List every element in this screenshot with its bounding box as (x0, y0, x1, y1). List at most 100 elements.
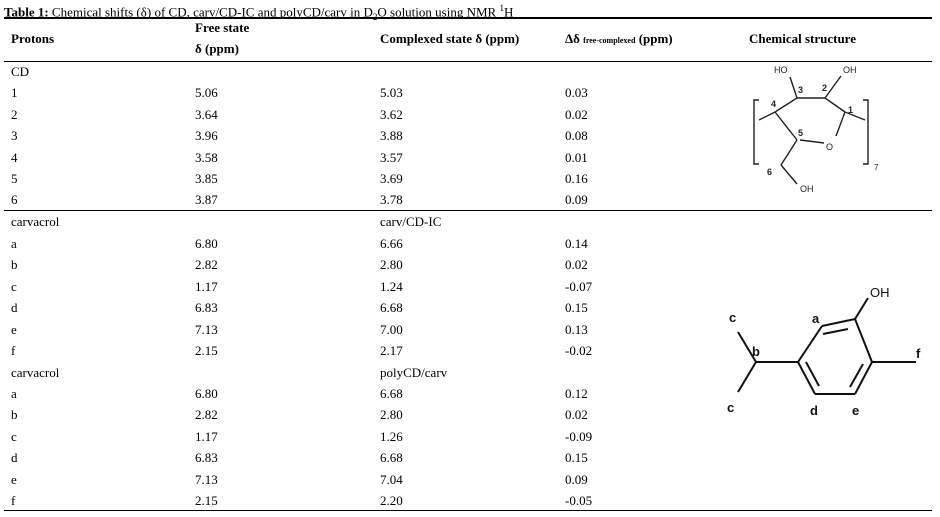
table-row-delta: 0.13 (565, 322, 588, 337)
table-row-free: 2.82 (195, 257, 218, 272)
top-rule (4, 17, 932, 19)
table-row-delta: 0.08 (565, 128, 588, 143)
table-row-proton: e (11, 472, 17, 487)
table-row-free: 2.82 (195, 407, 218, 422)
table-row-complexed: 1.26 (380, 429, 403, 444)
header-delta: Δδ free-complexed (ppm) (565, 30, 673, 50)
caption-text-a: Chemical shifts (δ) of CD, carv/CD-IC an… (48, 4, 373, 20)
table-row-free: 3.96 (195, 128, 218, 143)
table-row-delta: -0.07 (565, 279, 593, 294)
header-protons: Protons (11, 31, 55, 46)
table-row-free: 6.83 (195, 450, 218, 465)
header-rule (4, 61, 932, 62)
cd-carbon-5: 5 (798, 128, 803, 138)
caption-label: Table 1: (4, 4, 49, 20)
carvacrol-label-d: d (810, 403, 818, 418)
table-row-free: 3.64 (195, 107, 218, 122)
cd-carbon-2: 2 (822, 83, 827, 93)
table-row-delta: -0.05 (565, 493, 593, 508)
cd-ho-label: HO (774, 65, 788, 75)
cyclodextrin-structure: HO OH O OH 7 1 2 3 4 5 6 (753, 65, 879, 194)
table-row-delta: 0.09 (565, 192, 588, 207)
table-row-proton: c (11, 279, 17, 294)
table-row-complexed: 2.20 (380, 493, 403, 508)
table-row-proton: f (11, 493, 16, 508)
cd-oh-top-label: OH (843, 65, 857, 75)
bottom-rule (4, 510, 932, 511)
header-delta-sub: free-complexed (583, 36, 636, 45)
table-row-proton: a (11, 386, 17, 401)
table-row-proton: 4 (11, 150, 18, 165)
table-row-free: 1.17 (195, 279, 218, 294)
table-row-free: 3.58 (195, 150, 218, 165)
table-row-complexed: 3.69 (380, 171, 403, 186)
table-row-free: 6.83 (195, 300, 218, 315)
table-row-complexed: 7.04 (380, 472, 403, 487)
header-complexed: Complexed state δ (ppm) (380, 31, 520, 46)
table-row-complexed: 6.66 (380, 236, 403, 251)
carvacrol-label-c-bottom: c (727, 400, 734, 415)
header-delta-suffix: (ppm) (638, 31, 673, 46)
table-row-complexed: 6.68 (380, 450, 403, 465)
table-row-delta: 0.12 (565, 386, 588, 401)
table-row-delta: -0.02 (565, 343, 593, 358)
table-row-complexed: 6.68 (380, 386, 403, 401)
table-row-delta: -0.09 (565, 429, 593, 444)
section-name: CD (11, 64, 30, 79)
caption-sub: 2 (373, 12, 378, 22)
carvacrol-oh-label: OH (870, 285, 890, 300)
header-delta-prefix: Δδ (565, 31, 580, 46)
carvacrol-label-e: e (852, 403, 859, 418)
section-rule (4, 210, 932, 211)
cd-carbon-3: 3 (798, 85, 803, 95)
table-row-complexed: 3.78 (380, 192, 403, 207)
section-name: carvacrol (11, 214, 60, 229)
section-complexed-name: carv/CD-IC (380, 214, 442, 229)
table-row-proton: f (11, 343, 16, 358)
cd-carbon-4: 4 (771, 99, 776, 109)
table-row-free: 3.87 (195, 192, 218, 207)
table-row-complexed: 5.03 (380, 85, 403, 100)
table-row-delta: 0.09 (565, 472, 588, 487)
table-row-proton: b (11, 407, 18, 422)
carvacrol-label-c-top: c (729, 310, 736, 325)
carvacrol-label-f: f (916, 346, 921, 361)
table-row-delta: 0.02 (565, 407, 588, 422)
table-row-complexed: 7.00 (380, 322, 403, 337)
table-row-proton: 3 (11, 128, 18, 143)
table-row-free: 2.15 (195, 493, 218, 508)
cd-ring-oxygen-label: O (826, 142, 833, 152)
table-row-proton: 2 (11, 107, 18, 122)
carvacrol-label-a: a (812, 311, 820, 326)
table-row-delta: 0.16 (565, 171, 588, 186)
cd-carbon-1: 1 (848, 105, 853, 115)
table-row-free: 3.85 (195, 171, 218, 186)
table-row-delta: 0.02 (565, 107, 588, 122)
table-row-delta: 0.14 (565, 236, 588, 251)
table-row-proton: d (11, 300, 18, 315)
table-row-proton: a (11, 236, 17, 251)
table-row-complexed: 2.80 (380, 257, 403, 272)
table-row-free: 1.17 (195, 429, 218, 444)
table-row-proton: c (11, 429, 17, 444)
table-row-complexed: 2.17 (380, 343, 403, 358)
section-name: carvacrol (11, 365, 60, 380)
table-row-complexed: 6.68 (380, 300, 403, 315)
header-free-line2: δ (ppm) (195, 41, 239, 56)
table-caption: Table 1: Chemical shifts (δ) of CD, carv… (4, 0, 513, 25)
header-free-line1: Free state (195, 20, 250, 35)
table-row-delta: 0.01 (565, 150, 588, 165)
header-structure: Chemical structure (749, 31, 856, 46)
table-row-delta: 0.02 (565, 257, 588, 272)
cd-repeat-label: 7 (874, 163, 879, 172)
table-row-proton: 1 (11, 85, 18, 100)
table-row-delta: 0.15 (565, 300, 588, 315)
table-row-proton: 5 (11, 171, 18, 186)
table-row-proton: b (11, 257, 18, 272)
carvacrol-label-b: b (752, 344, 760, 359)
table-row-delta: 0.15 (565, 450, 588, 465)
table-row-proton: 6 (11, 192, 18, 207)
table-row-free: 6.80 (195, 236, 218, 251)
table-row-free: 6.80 (195, 386, 218, 401)
table-row-complexed: 3.88 (380, 128, 403, 143)
